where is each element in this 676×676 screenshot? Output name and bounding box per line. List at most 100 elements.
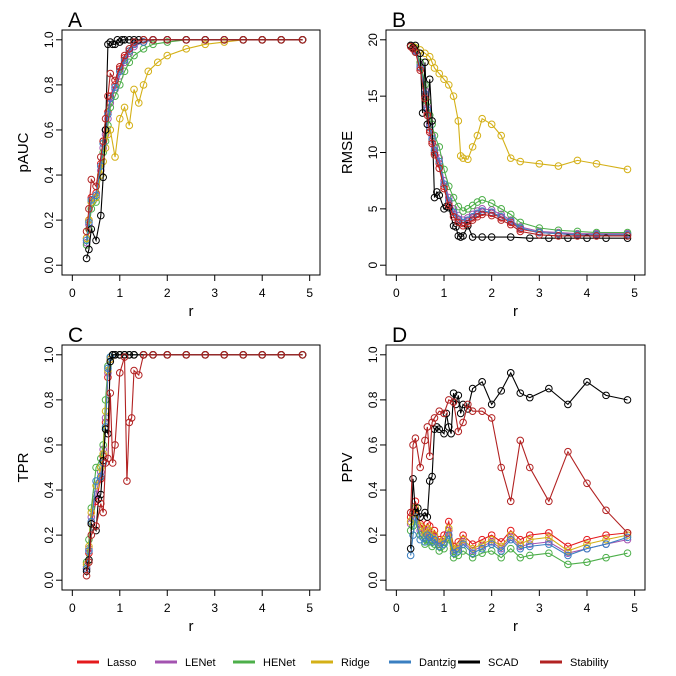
data-point [406,42,415,51]
data-point [163,38,172,46]
data-point [115,114,124,123]
legend-label: SCAD [488,657,519,669]
data-point [497,216,506,224]
data-point [525,542,534,551]
data-point [139,81,148,89]
data-point [85,558,93,566]
data-point [602,553,610,562]
data-point [554,232,563,240]
series-lasso [82,351,307,573]
data-point [506,535,515,544]
y-tick-label: 0.0 [42,572,56,589]
data-point [201,40,210,49]
data-point [564,234,572,242]
data-point [423,531,432,539]
data-point [149,40,157,49]
data-point [573,232,582,240]
data-point [623,232,632,240]
data-point [459,538,467,546]
data-point [459,535,467,544]
data-point [602,531,610,539]
data-point [85,218,93,227]
data-point [435,425,444,433]
series-henet [82,351,307,566]
y-tick-label: 0.2 [42,211,56,228]
data-point [554,229,563,238]
data-point [406,544,415,553]
data-point [456,409,465,418]
series-lenet [82,351,307,571]
data-point [564,560,572,569]
data-point [473,131,482,140]
x-tick-label: 3 [211,286,218,300]
data-point [525,540,534,548]
data-point [97,153,105,161]
data-point [153,58,162,67]
data-point [92,182,100,191]
x-axis-label: r [513,618,518,635]
data-point [421,538,429,546]
x-tick-label: 1 [441,286,448,300]
legend-label: Stability [570,657,609,669]
legend-label: LENet [185,657,216,669]
data-point [454,117,463,125]
data-point [545,540,553,548]
series-line [86,39,303,232]
data-point [545,384,553,393]
data-point [535,228,544,237]
data-point [478,378,486,386]
x-tick-label: 0 [393,286,400,300]
data-point [277,351,285,359]
data-point [130,40,138,49]
y-tick-label: 5 [366,205,380,212]
data-point [478,407,486,415]
data-point [428,117,436,125]
data-point [464,400,472,409]
data-point [97,499,105,508]
data-point [409,513,417,521]
data-point [506,533,515,542]
data-point [87,508,96,517]
x-tick-label: 2 [488,286,495,300]
data-point [201,36,210,44]
series-line [410,44,628,239]
data-point [602,506,610,515]
data-point [583,558,591,566]
data-point [525,551,534,560]
data-point [298,36,307,44]
data-point [440,75,448,84]
data-point [564,551,572,560]
data-point [99,137,107,146]
x-tick-label: 0 [393,601,400,615]
data-point [440,540,448,548]
legend: Lasso LENet HENet Ridge Dantzig SCAD Stability [77,657,609,669]
data-point [92,526,100,535]
data-point [583,535,591,544]
data-point [449,212,458,221]
data-point [144,67,153,76]
data-point [87,196,96,204]
data-point [139,38,148,46]
data-point [97,463,105,472]
data-point [104,110,112,118]
data-point [111,441,119,449]
data-point [428,472,436,481]
plot-frame [61,29,321,276]
data-point [478,233,486,241]
y-axis-label: pAUC [15,132,32,172]
data-point [104,454,112,463]
y-tick-label: 0.2 [366,526,380,543]
data-point [82,254,91,263]
legend-label: Ridge [341,657,370,669]
data-point [478,196,486,204]
data-point [87,198,96,206]
data-point [473,212,482,221]
y-tick-label: 1.0 [42,31,56,48]
data-point [525,463,534,472]
data-point [277,36,285,44]
data-point [409,441,417,449]
data-point [487,233,496,241]
data-point [449,389,458,397]
series-line [410,516,628,557]
data-point [125,36,134,44]
